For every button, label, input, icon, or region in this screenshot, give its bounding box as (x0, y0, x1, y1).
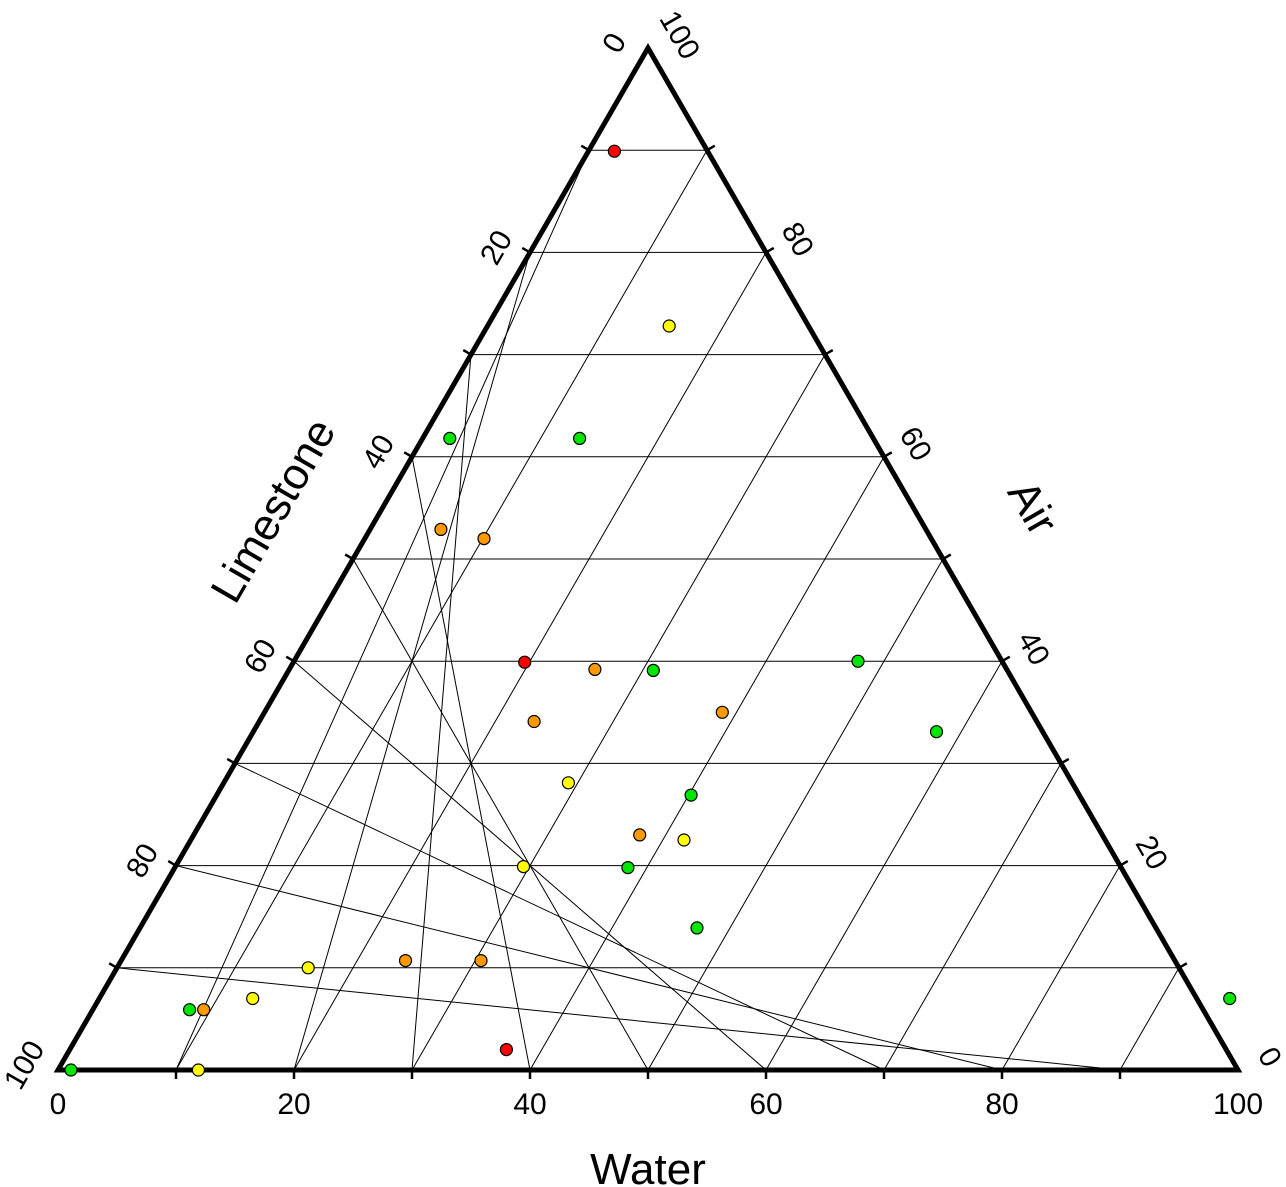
tick-mark (765, 246, 775, 254)
tick-mark (344, 553, 354, 561)
data-point (677, 833, 691, 847)
data-point (477, 531, 491, 546)
data-point (183, 1003, 197, 1017)
tick-mark (167, 860, 177, 867)
bottom-tick-label: 40 (513, 1088, 546, 1121)
data-point (398, 953, 413, 968)
data-point (607, 144, 622, 158)
left-axis-title: Limestone (201, 411, 345, 611)
bottom-tick-label: 0 (50, 1088, 67, 1121)
grid-line (1001, 865, 1121, 1071)
tick-mark (403, 451, 413, 458)
tick-mark (1060, 757, 1070, 765)
left-tick-label: 0 (596, 28, 633, 59)
grid-line (175, 865, 1003, 1071)
right-axis-title: Air (998, 472, 1067, 543)
left-tick-label: 20 (474, 225, 519, 270)
data-point (684, 788, 698, 802)
tick-mark (226, 757, 236, 765)
tick-mark (108, 962, 118, 969)
grid-line (1119, 967, 1180, 1071)
data-point (191, 1063, 205, 1077)
right-tick-label: 100 (653, 5, 707, 65)
tick-mark (883, 451, 893, 458)
bottom-tick-label: 100 (1213, 1088, 1263, 1121)
data-point (518, 655, 532, 669)
right-tick-label: 20 (1129, 830, 1174, 875)
data-point (588, 662, 602, 677)
right-tick-label: 60 (893, 421, 938, 466)
right-tick-label: 0 (1251, 1042, 1286, 1073)
data-points (64, 144, 1237, 1077)
bottom-tick-labels: 0 20 40 60 80 100 (50, 1088, 1263, 1121)
bottom-axis-title: Water (590, 1145, 706, 1187)
tick-mark (706, 144, 716, 152)
data-point (434, 522, 448, 537)
data-point (572, 431, 587, 445)
left-tick-label: 80 (120, 838, 165, 883)
grid-line (234, 762, 885, 1071)
data-point (929, 725, 944, 739)
left-tick-label: 100 (0, 1035, 51, 1095)
axis-ticks (108, 144, 1188, 1079)
data-point (1223, 991, 1237, 1006)
right-tick-label: 40 (1011, 626, 1056, 671)
data-point (499, 1042, 513, 1057)
data-point (715, 705, 729, 719)
grid-line (411, 354, 826, 1071)
data-point (474, 953, 488, 968)
left-tick-label: 40 (356, 429, 401, 474)
data-point (64, 1063, 78, 1077)
tick-mark (1178, 962, 1188, 969)
data-point (516, 859, 531, 874)
grid-line (883, 763, 1062, 1071)
data-point (690, 921, 704, 935)
right-tick-label: 80 (775, 217, 820, 262)
data-point (197, 1003, 211, 1017)
grid-line (116, 967, 1121, 1071)
tick-mark (462, 349, 472, 356)
grid-lines (116, 149, 1180, 1071)
tick-mark (1119, 860, 1129, 867)
bottom-tick-label: 60 (749, 1088, 782, 1121)
data-point (621, 860, 635, 875)
tick-mark (824, 349, 834, 356)
data-point (851, 654, 865, 668)
data-point (646, 663, 660, 678)
tick-mark (1001, 655, 1011, 663)
left-tick-label: 60 (238, 634, 283, 679)
grid-line (765, 660, 1003, 1071)
data-point (561, 776, 576, 790)
tick-mark (521, 246, 531, 254)
tick-mark (580, 144, 590, 152)
data-point (301, 961, 315, 975)
data-point (443, 431, 457, 445)
grid-line (647, 558, 944, 1071)
data-point (633, 828, 647, 842)
right-tick-labels: 0 20 40 60 80 100 (653, 5, 1286, 1072)
grid-line (352, 558, 649, 1071)
data-point (246, 991, 260, 1006)
bottom-tick-label: 20 (277, 1088, 310, 1121)
tick-mark (285, 655, 295, 663)
left-tick-labels: 0 20 40 60 80 100 (0, 28, 633, 1095)
tick-mark (942, 553, 952, 561)
data-point (527, 714, 541, 729)
bottom-tick-label: 80 (985, 1088, 1018, 1121)
data-point (662, 319, 676, 333)
